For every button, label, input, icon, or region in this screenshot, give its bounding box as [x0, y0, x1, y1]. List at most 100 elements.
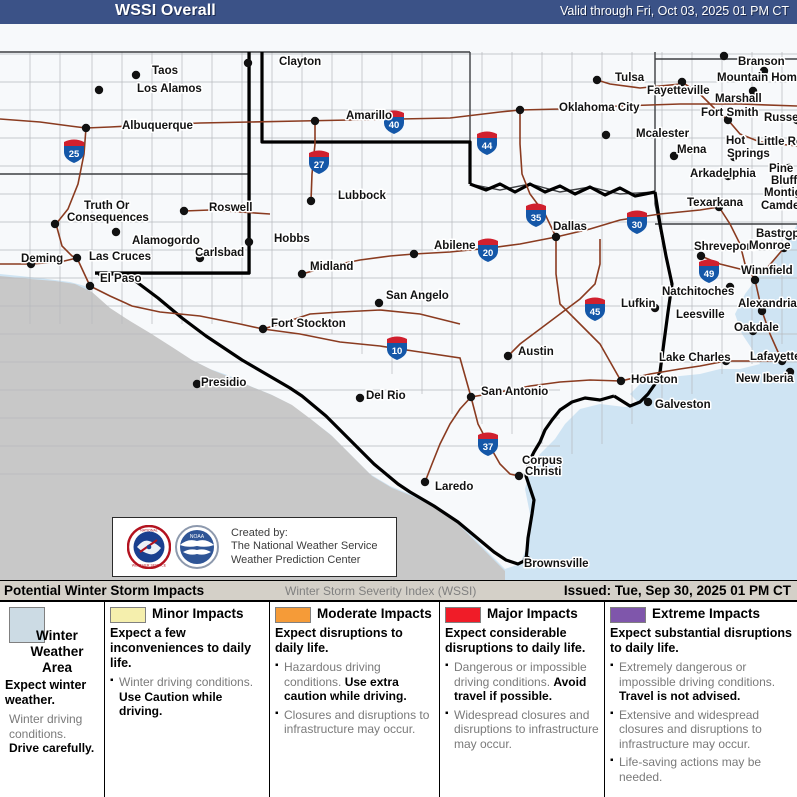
issued-label: Issued: Tue, Sep 30, 2025 01 PM CT — [563, 583, 791, 598]
city-label-halo: Russellville — [764, 112, 797, 124]
city-label-halo: Carlsbad — [195, 247, 244, 259]
city-dot — [785, 367, 795, 377]
interstate-shield-49: 49 — [699, 259, 719, 283]
city-label-halo: Hobbs — [274, 233, 310, 245]
city-label: Laredo — [435, 481, 473, 493]
city-dot — [179, 206, 189, 216]
city-label: Roswell — [209, 202, 252, 214]
city-label: Fort Stockton — [271, 318, 346, 330]
city-label: San Angelo — [386, 290, 449, 302]
land-polygon — [0, 24, 797, 569]
city-dot — [195, 253, 205, 263]
city-dot — [793, 189, 797, 199]
city-label-halo: Springs — [727, 148, 770, 160]
city-label-halo: Midland — [310, 261, 353, 273]
city-label: Winnfield — [741, 265, 793, 277]
city-label: Oakdale — [734, 322, 779, 334]
legend-swatch-major-impacts — [445, 607, 481, 623]
city-label: Amarillo — [346, 110, 392, 122]
legend-bullets-winter-weather-area: Winter driving conditions. Drive careful… — [5, 712, 99, 756]
city-label: Galveston — [655, 399, 711, 411]
city-dot — [725, 282, 735, 292]
interstate-number: 20 — [483, 248, 494, 259]
credit-line-3: Weather Prediction Center — [231, 553, 361, 566]
legend-swatch-moderate-impacts — [275, 607, 311, 623]
city-label: Alamogordo — [132, 235, 200, 247]
credit-line-2: The National Weather Service — [231, 540, 378, 553]
city-label: Presidio — [201, 377, 246, 389]
interstate-number: 25 — [69, 149, 80, 160]
interstate-number: 27 — [314, 160, 325, 171]
interstate-shield-20: 20 — [478, 238, 498, 262]
city-label: Truth Or — [84, 200, 130, 212]
city-dot — [757, 306, 767, 316]
city-dot — [643, 397, 653, 407]
city-label-halo: Fort Smith — [701, 107, 759, 119]
city-dot — [420, 477, 430, 487]
city-label-halo: Truth Or — [84, 200, 130, 212]
city-label: Hot — [726, 135, 745, 147]
city-label-halo: Little Rock — [757, 136, 797, 148]
city-label: Carlsbad — [195, 247, 244, 259]
legend-lead-minor-impacts: Expect a few inconveniences to daily lif… — [110, 626, 252, 670]
city-dot — [748, 326, 758, 336]
legend-lead-major-impacts: Expect considerable disruptions to daily… — [445, 626, 586, 655]
legend-bullet: Winter driving conditions. Drive careful… — [9, 712, 95, 755]
city-label-halo: Los Alamos — [137, 83, 202, 95]
city-label-halo: Monticello — [764, 187, 797, 199]
interstate-shield-35: 35 — [526, 203, 546, 227]
city-label: Fayetteville — [647, 85, 710, 97]
city-label: Lafayette — [750, 351, 797, 363]
interstate-number: 35 — [531, 213, 542, 224]
city-dot — [310, 116, 320, 126]
city-label-halo: Natchitoches — [662, 286, 734, 298]
city-dot — [714, 202, 724, 212]
city-label-halo: Laredo — [435, 481, 473, 493]
city-dot — [777, 356, 787, 366]
city-label-halo: Presidio — [201, 377, 246, 389]
city-label-halo: Marshall — [715, 93, 762, 105]
legend-bullet: Widespread closures and disruptions to i… — [445, 707, 599, 752]
city-label-halo: Taos — [152, 65, 178, 77]
city-dot — [258, 324, 268, 334]
city-label: New Iberia — [736, 373, 794, 385]
city-label-halo: Amarillo — [346, 110, 392, 122]
legend-bullet: Extensive and widespread closures and di… — [610, 707, 792, 752]
legend-header-extreme-impacts: Extreme Impacts — [610, 606, 792, 623]
city-label: Bastrop — [756, 228, 797, 240]
city-label: Lufkin — [621, 298, 656, 310]
interstate-shield-37: 37 — [478, 432, 498, 456]
city-label-halo: Mena — [677, 144, 707, 156]
legend-title-extreme-impacts: Extreme Impacts — [652, 606, 761, 621]
legend: Winter Weather Area Expect winter weather. W… — [0, 601, 797, 797]
legend-column-major-impacts: Major Impacts Expect considerable disrupt… — [440, 602, 605, 797]
city-label-halo: Bastrop — [756, 228, 797, 240]
city-dot — [551, 232, 561, 242]
legend-bullet: Life-saving actions may be needed. — [610, 754, 792, 784]
city-label: Tulsa — [615, 72, 645, 84]
interstate-number: 49 — [704, 269, 715, 280]
interstate-shield-45: 45 — [585, 297, 605, 321]
city-label: Del Rio — [366, 390, 406, 402]
map-canvas[interactable]: 25 40 44 27 35 30 20 49 45 10 37 Taos Taos Clayton Cl… — [0, 24, 797, 580]
legend-bullet: Closures and disruptions to infrastructu… — [275, 707, 434, 737]
city-label-halo: Del Rio — [366, 390, 406, 402]
city-label: Albuquerque — [122, 120, 193, 132]
interstate-number: 44 — [482, 141, 493, 152]
city-label-halo: Leesville — [676, 309, 725, 321]
city-label-halo: Pine — [769, 163, 793, 175]
city-label: Oklahoma City — [559, 102, 640, 114]
city-label-halo: Monroe — [749, 240, 791, 252]
city-label: Little Rock — [757, 136, 797, 148]
city-dot — [721, 356, 731, 366]
city-label: Consequences — [67, 212, 149, 224]
city-label: Camden — [761, 200, 797, 212]
city-label: Las Cruces — [89, 251, 151, 263]
city-label: Mountain Home — [717, 72, 797, 84]
legend-lead-extreme-impacts: Expect substantial disruptions to daily … — [610, 626, 792, 655]
svg-text:NOAA: NOAA — [190, 534, 205, 540]
svg-text:NATIONAL: NATIONAL — [140, 529, 158, 533]
city-dot — [719, 51, 729, 61]
legend-header-minor-impacts: Minor Impacts — [110, 606, 264, 623]
city-dot — [355, 393, 365, 403]
